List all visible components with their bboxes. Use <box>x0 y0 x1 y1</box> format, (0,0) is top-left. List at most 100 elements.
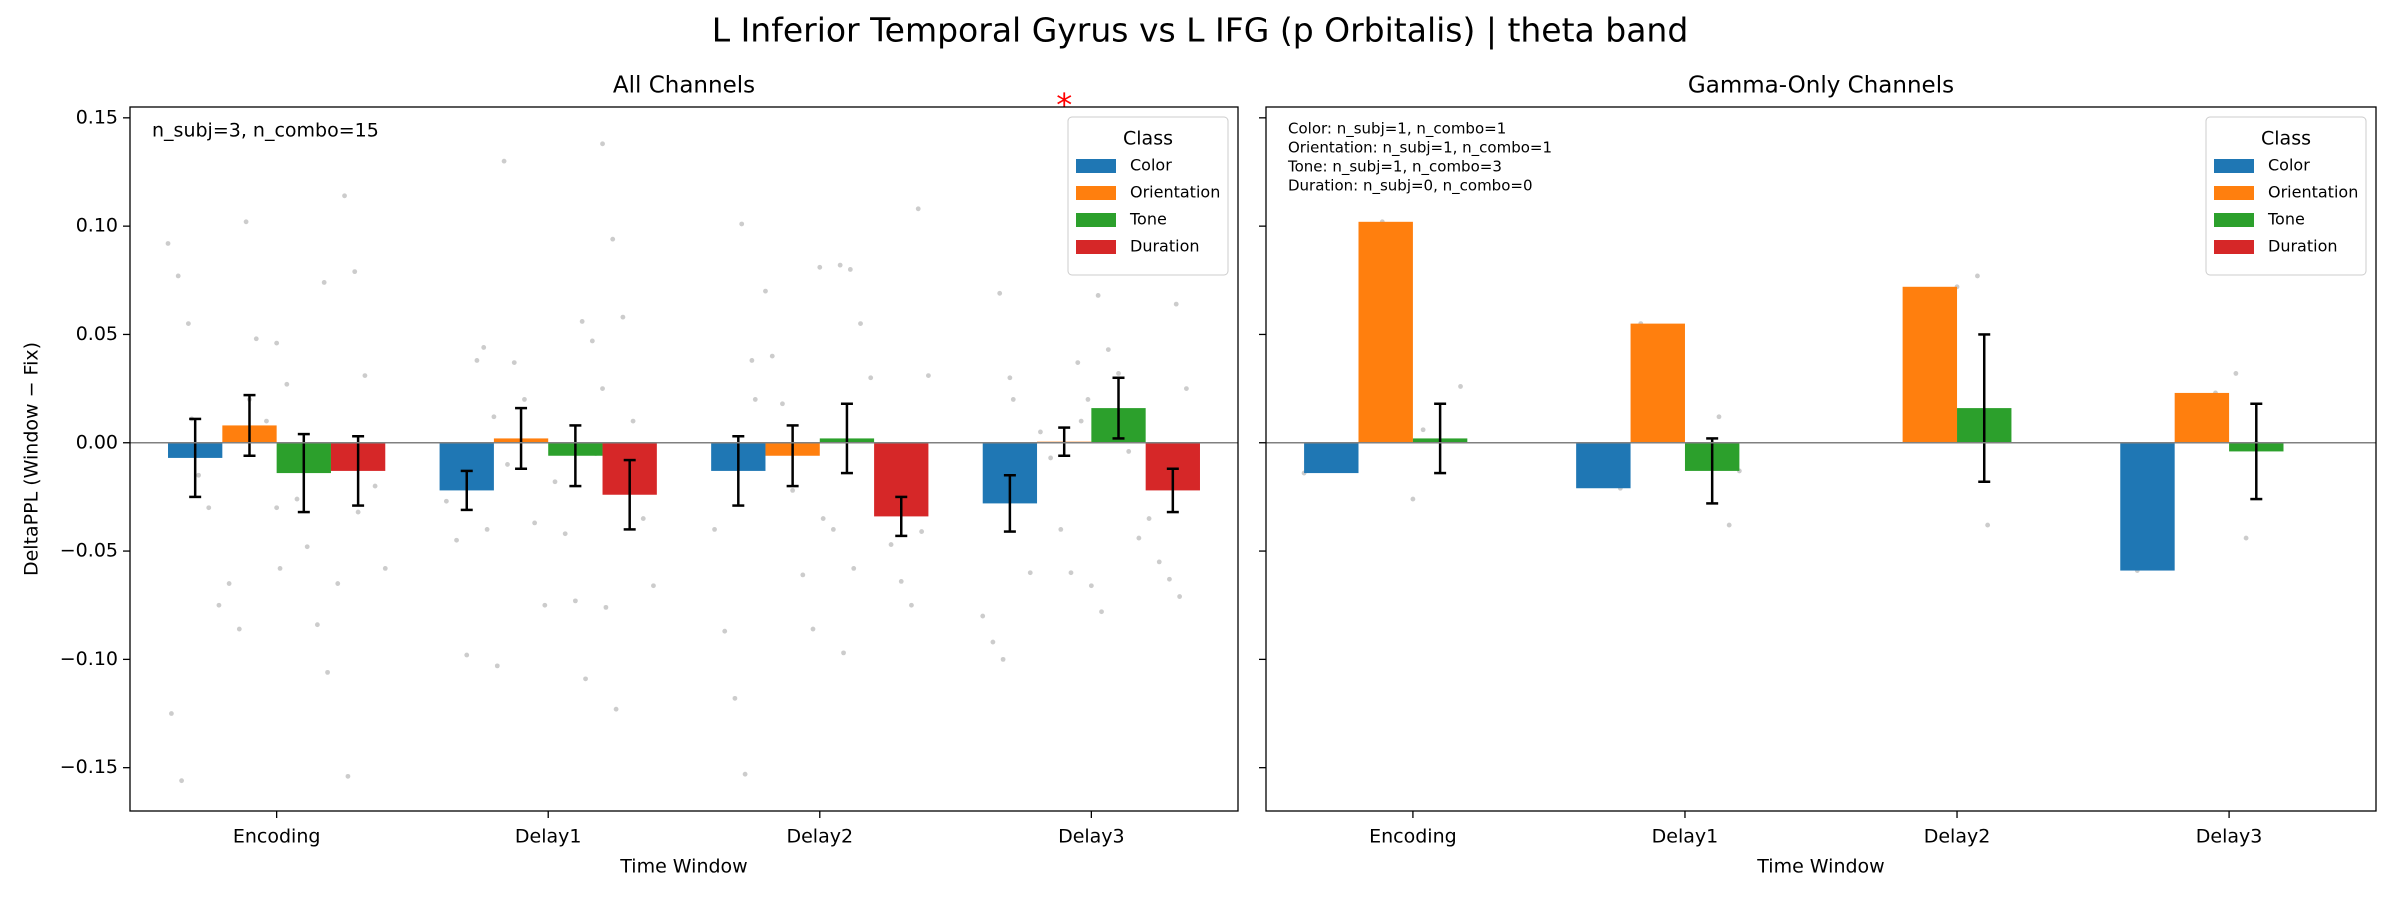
data-point <box>583 676 588 682</box>
data-point <box>505 462 510 467</box>
bar <box>1358 221 1413 443</box>
data-point <box>325 669 330 675</box>
bar <box>1576 442 1631 489</box>
legend-title: Class <box>2261 128 2311 150</box>
data-point <box>454 537 459 543</box>
x-tick-label: Delay1 <box>1652 826 1719 848</box>
error-bar <box>732 435 745 507</box>
data-point <box>1048 455 1054 461</box>
axes-frame <box>1265 106 2377 812</box>
legend-swatch <box>1076 213 1116 227</box>
y-axis-label: DeltaPPL (Window − Fix) <box>21 342 43 576</box>
data-point <box>474 358 480 363</box>
data-point <box>841 650 846 656</box>
data-point <box>304 544 310 550</box>
legend-swatch <box>1076 186 1116 200</box>
data-point <box>847 267 853 272</box>
data-point <box>712 527 717 532</box>
data-point <box>1105 347 1111 353</box>
data-point <box>915 206 921 212</box>
bar <box>1630 323 1685 443</box>
data-point <box>780 401 785 407</box>
data-point <box>749 358 755 363</box>
annotation: n_subj=3, n_combo=15 <box>152 120 379 142</box>
bar <box>2120 442 2175 571</box>
data-point <box>742 771 748 777</box>
data-point <box>1975 273 1980 279</box>
data-point <box>253 336 259 342</box>
data-point <box>810 626 816 632</box>
error-bar <box>1434 402 1447 475</box>
error-bar <box>297 432 310 514</box>
data-point <box>1088 583 1094 589</box>
legend-swatch <box>2214 213 2254 227</box>
data-point <box>314 622 320 628</box>
data-point <box>274 505 280 511</box>
data-point <box>790 488 796 493</box>
bar <box>1304 442 1359 474</box>
data-point <box>858 321 863 327</box>
data-point <box>352 269 358 275</box>
data-point <box>196 472 201 478</box>
data-point <box>1099 609 1104 615</box>
data-point <box>763 288 768 294</box>
legend-swatch <box>1076 159 1116 173</box>
error-bar <box>189 417 202 499</box>
data-point <box>572 598 578 604</box>
legend-label: Color <box>1130 156 1172 175</box>
annotation: Color: n_subj=1, n_combo=1 <box>1288 120 1506 139</box>
legend-label: Color <box>2268 156 2310 175</box>
data-point <box>610 236 616 242</box>
error-bar <box>243 393 256 458</box>
data-point <box>997 290 1003 296</box>
error-bar <box>1112 376 1125 440</box>
figure-title: L Inferior Temporal Gyrus vs L IFG (p Or… <box>712 11 1689 50</box>
data-point <box>926 373 931 379</box>
data-point <box>165 241 171 246</box>
data-point <box>2233 371 2239 376</box>
data-point <box>1177 594 1183 599</box>
data-point <box>888 542 894 547</box>
data-point <box>600 386 605 391</box>
legend-swatch <box>2214 186 2254 200</box>
data-point <box>1410 496 1416 502</box>
data-point <box>1058 527 1064 532</box>
error-bar <box>1003 473 1016 533</box>
legend-label: Duration <box>1130 237 1200 256</box>
data-point <box>1007 375 1013 381</box>
data-point <box>179 778 184 784</box>
data-point <box>722 628 728 634</box>
data-point <box>640 516 646 521</box>
data-point <box>1078 418 1084 424</box>
error-bar <box>569 424 582 488</box>
data-point <box>851 565 857 571</box>
data-point <box>1184 386 1189 391</box>
data-point <box>321 280 327 285</box>
data-point <box>382 565 388 571</box>
data-point <box>1075 360 1081 366</box>
data-point <box>909 602 914 608</box>
error-bar <box>352 435 365 507</box>
x-tick-label: Encoding <box>233 826 321 848</box>
data-point <box>589 338 595 344</box>
data-point <box>800 572 806 578</box>
data-point <box>1126 449 1132 454</box>
x-axis-label: Time Window <box>1756 856 1884 878</box>
error-bar <box>786 424 799 488</box>
y-tick-label: 0.00 <box>76 431 118 453</box>
data-point <box>752 397 758 402</box>
annotation: Tone: n_subj=1, n_combo=3 <box>1287 158 1502 177</box>
data-point <box>1116 371 1121 376</box>
data-point <box>1010 397 1016 402</box>
data-point <box>2243 535 2249 541</box>
x-tick-label: Delay3 <box>2196 826 2263 848</box>
data-point <box>1095 293 1101 298</box>
data-point <box>817 264 823 270</box>
data-point <box>464 652 470 658</box>
data-point <box>1000 656 1006 662</box>
data-point <box>522 397 527 402</box>
data-point <box>345 773 351 779</box>
data-point <box>274 340 280 346</box>
axes-title: All Channels <box>613 73 755 99</box>
data-point <box>216 602 222 608</box>
